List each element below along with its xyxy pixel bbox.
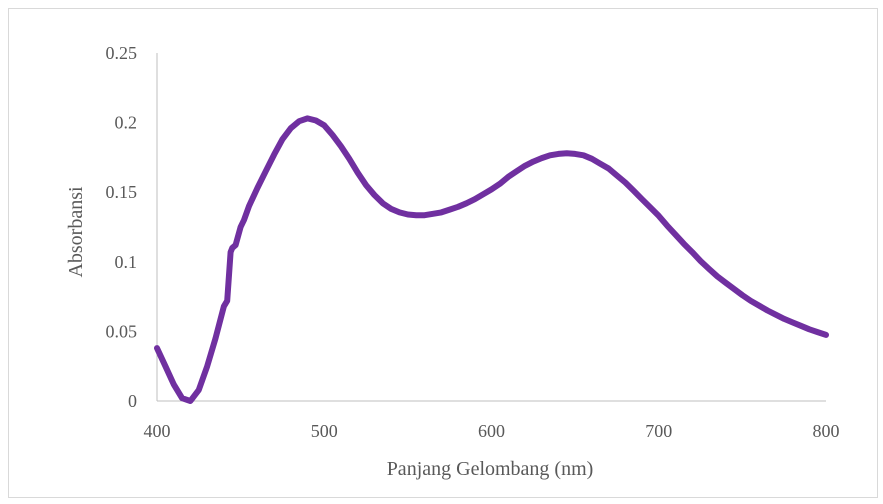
x-tick-label: 800 [813,421,840,441]
y-tick-label: 0.2 [115,113,138,133]
y-tick-label: 0.15 [106,182,138,202]
y-tick-label: 0.1 [115,252,138,272]
series-line-0 [154,115,829,404]
y-axis-title: Absorbansi [65,186,87,278]
y-axis-ticks: 0 0.05 0.1 0.15 0.2 0.25 [106,43,138,411]
x-tick-label: 600 [478,421,505,441]
y-tick-label: 0.05 [106,321,138,341]
x-axis-title: Panjang Gelombang (nm) [387,458,594,480]
y-tick-label: 0.25 [106,43,138,63]
x-tick-label: 400 [144,421,171,441]
x-tick-label: 700 [645,421,672,441]
series-layer [154,115,829,404]
y-tick-label: 0 [128,391,137,411]
chart-frame [8,8,878,498]
x-tick-label: 500 [311,421,338,441]
x-axis-ticks: 400 500 600 700 800 [144,421,840,441]
